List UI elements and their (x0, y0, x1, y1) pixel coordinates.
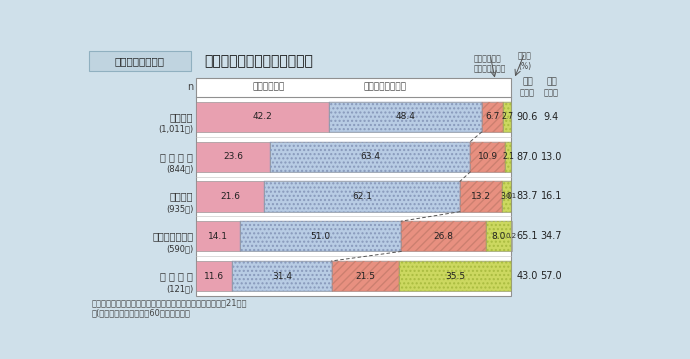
Text: 2.7: 2.7 (501, 112, 513, 121)
Text: （計）: （計） (520, 88, 535, 97)
Bar (329, 102, 482, 132)
Text: 26.8: 26.8 (433, 232, 453, 241)
Bar (233, 261, 331, 291)
Text: 6.7: 6.7 (485, 112, 500, 121)
Bar (233, 261, 331, 291)
Bar (400, 261, 511, 291)
Text: （計）: （計） (544, 88, 559, 97)
FancyBboxPatch shape (89, 51, 190, 71)
Bar (196, 261, 233, 291)
Bar (460, 181, 502, 211)
Text: (121人): (121人) (166, 284, 193, 293)
Bar (482, 102, 503, 132)
Bar (331, 261, 400, 291)
Text: 63.4: 63.4 (360, 152, 380, 161)
Bar (270, 141, 471, 172)
Text: (注）調査対象は、全国60歳以上の男女: (注）調査対象は、全国60歳以上の男女 (92, 308, 190, 317)
Bar (264, 181, 460, 211)
Text: 満足している: 満足している (253, 83, 284, 92)
Text: 9.4: 9.4 (544, 112, 559, 122)
Text: あまり良くない: あまり良くない (152, 231, 193, 241)
Bar (402, 221, 486, 251)
Bar (329, 102, 482, 132)
Bar (502, 181, 511, 211)
Bar (402, 221, 486, 251)
Text: ま あ 良 い: ま あ 良 い (160, 152, 193, 162)
Text: 0.1: 0.1 (506, 194, 517, 200)
Text: 87.0: 87.0 (517, 152, 538, 162)
Text: (590人): (590人) (166, 244, 193, 253)
Text: 2.1: 2.1 (502, 152, 514, 161)
Text: 良　　い: 良 い (170, 112, 193, 122)
Bar (503, 102, 511, 132)
Text: 図１－２－３－３: 図１－２－３－３ (115, 56, 165, 66)
Text: 13.2: 13.2 (471, 192, 491, 201)
FancyBboxPatch shape (196, 78, 511, 296)
Bar (482, 102, 503, 132)
Text: 14.1: 14.1 (208, 232, 228, 241)
Bar (400, 261, 511, 291)
Bar (505, 141, 511, 172)
Text: 16.1: 16.1 (541, 191, 562, 201)
Text: まあ満足している: まあ満足している (364, 83, 406, 92)
Text: 11.6: 11.6 (204, 272, 224, 281)
Text: 43.0: 43.0 (517, 271, 538, 281)
Text: (844人): (844人) (166, 165, 193, 174)
Bar (196, 221, 240, 251)
Bar (196, 181, 264, 211)
Bar (331, 261, 400, 291)
Bar (240, 221, 402, 251)
Text: 90.6: 90.6 (517, 112, 538, 122)
Text: 48.4: 48.4 (395, 112, 415, 121)
Text: n: n (187, 82, 193, 92)
Bar (240, 221, 402, 251)
Text: 57.0: 57.0 (541, 271, 562, 281)
Text: 良 く な い: 良 く な い (160, 271, 193, 281)
Text: 13.0: 13.0 (541, 152, 562, 162)
Bar (196, 102, 329, 132)
Text: (935人): (935人) (166, 204, 193, 214)
Text: 10.9: 10.9 (477, 152, 497, 161)
Text: 23.6: 23.6 (223, 152, 243, 161)
Text: 8.0: 8.0 (491, 232, 506, 241)
Text: 83.7: 83.7 (517, 191, 538, 201)
Bar (503, 102, 511, 132)
Bar (471, 141, 505, 172)
Text: 不満である、
やや不満である: 不満である、 やや不満である (474, 54, 506, 74)
Text: (1,011人): (1,011人) (158, 125, 193, 134)
Bar (471, 141, 505, 172)
Text: 0.2: 0.2 (506, 233, 517, 239)
Text: 31.4: 31.4 (272, 272, 292, 281)
Text: 満足: 満足 (522, 77, 533, 86)
Bar (505, 141, 511, 172)
Text: 34.7: 34.7 (541, 231, 562, 241)
Text: 65.1: 65.1 (517, 231, 538, 241)
Text: 無回答
(%): 無回答 (%) (518, 51, 532, 71)
Text: 35.5: 35.5 (445, 272, 466, 281)
Text: 不満: 不満 (546, 77, 557, 86)
Text: 51.0: 51.0 (310, 232, 331, 241)
Bar (486, 221, 511, 251)
Bar (264, 181, 460, 211)
Text: 3.0: 3.0 (500, 192, 513, 201)
Text: 普　　通: 普 通 (170, 191, 193, 201)
Bar (460, 181, 502, 211)
Text: 21.6: 21.6 (220, 192, 240, 201)
Text: 21.5: 21.5 (355, 272, 375, 281)
Text: 42.2: 42.2 (253, 112, 273, 121)
Bar (502, 181, 511, 211)
Text: 資料：内閣府「高齢者の日常生活に関する意識調査」（平成21年）: 資料：内閣府「高齢者の日常生活に関する意識調査」（平成21年） (92, 299, 247, 308)
Bar (196, 141, 270, 172)
Bar (486, 221, 511, 251)
Text: 62.1: 62.1 (352, 192, 372, 201)
Bar (270, 141, 471, 172)
Text: 日常生活の満足度と健康状態: 日常生活の満足度と健康状態 (204, 54, 313, 68)
